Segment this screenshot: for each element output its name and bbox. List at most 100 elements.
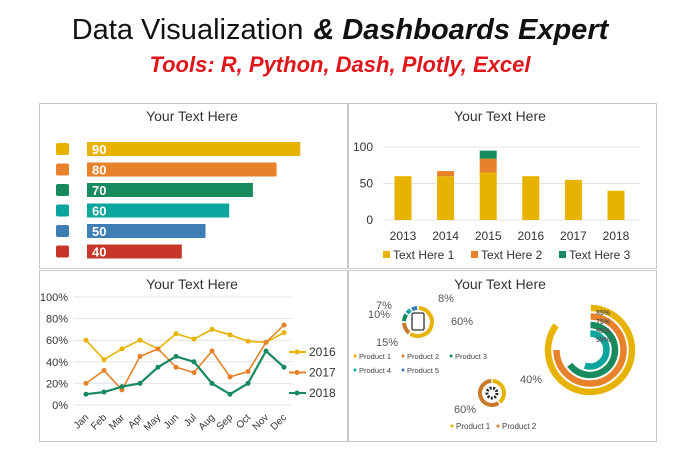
radial-label: 65%	[596, 328, 611, 335]
data-point	[101, 389, 107, 395]
chart-title: Your Text Here	[146, 276, 238, 292]
data-point	[83, 337, 89, 343]
data-point	[155, 346, 161, 352]
radial-label: 85%	[596, 310, 611, 317]
bar	[87, 162, 277, 177]
page-title: Data Visualization & Dashboards Expert	[0, 14, 680, 47]
subtitle: Tools: R, Python, Dash, Plotly, Excel	[149, 52, 531, 77]
donut-label: 15%	[376, 337, 398, 349]
family-icon	[56, 245, 69, 258]
data-point	[101, 357, 107, 363]
bar-label: 50	[92, 224, 106, 239]
legend-label: Product 2	[502, 422, 537, 431]
radial-ring	[544, 304, 636, 396]
bar	[87, 244, 182, 259]
x-tick-label: Nov	[251, 412, 271, 432]
legend-label: 2017	[309, 366, 336, 380]
panel-line-chart	[39, 270, 348, 442]
y-tick-label: 100%	[40, 292, 68, 304]
series-line	[85, 324, 285, 392]
y-tick-label: 40%	[46, 357, 68, 369]
bar-segment	[437, 171, 455, 177]
radial-ring	[583, 330, 610, 370]
data-point	[281, 364, 287, 370]
data-point	[245, 338, 251, 344]
legend-label: Text Here 1	[393, 248, 455, 262]
data-point	[263, 339, 269, 345]
legend-dot	[496, 424, 500, 428]
donut-label: 40%	[520, 374, 542, 386]
legend-marker	[294, 390, 300, 396]
x-tick-label: Apr	[126, 412, 145, 431]
radial-label: 75%	[596, 319, 611, 326]
data-point	[119, 346, 125, 352]
legend-marker	[294, 370, 300, 375]
donut-slice	[402, 322, 411, 335]
y-tick-label: 0	[366, 213, 373, 227]
legend-dot	[353, 354, 357, 358]
donut-slice	[411, 306, 418, 312]
bar-segment	[479, 158, 497, 173]
y-tick-label: 0%	[52, 400, 68, 412]
data-point	[245, 369, 251, 375]
legend-label: 2018	[309, 386, 336, 400]
clipboard-icon	[411, 312, 425, 331]
delivery-truck-icon	[56, 184, 69, 196]
data-point	[83, 391, 89, 397]
legend-swatch	[383, 251, 390, 258]
donut-label: 10%	[368, 309, 390, 321]
donut-slice	[405, 308, 412, 315]
donut-label: 60%	[454, 404, 476, 416]
x-tick-label: 2018	[603, 229, 630, 243]
chart-title: Your Text Here	[146, 108, 238, 124]
y-tick-label: 80%	[46, 314, 68, 326]
warehouse-icon	[56, 163, 69, 176]
bar	[87, 224, 206, 238]
bar	[87, 203, 230, 218]
bar	[87, 183, 253, 197]
legend-label: Product 1	[359, 352, 391, 361]
legend-dot	[353, 368, 357, 372]
legend-label: Text Here 2	[481, 248, 543, 262]
y-tick-label: 50	[360, 177, 374, 191]
x-tick-label: 2015	[475, 229, 502, 243]
bar-label: 60	[92, 204, 106, 219]
x-tick-label: 2014	[432, 229, 459, 243]
bar-segment	[437, 176, 455, 220]
x-tick-label: Jul	[182, 412, 199, 429]
bar	[87, 142, 301, 156]
legend-label: Text Here 3	[569, 248, 631, 262]
bar-segment	[564, 179, 582, 220]
legend-swatch	[471, 251, 478, 258]
data-point	[173, 331, 179, 337]
x-tick-label: 2013	[390, 229, 417, 243]
donut-label: 8%	[438, 293, 454, 305]
legend-label: 2016	[309, 345, 336, 359]
bar-label: 70	[92, 183, 106, 198]
data-point	[173, 364, 179, 370]
data-point	[101, 367, 107, 373]
legend-label: Product 5	[407, 366, 439, 375]
data-point	[191, 359, 197, 365]
data-point	[263, 348, 269, 354]
y-tick-label: 100	[353, 140, 373, 154]
y-tick-label: 60%	[46, 335, 68, 347]
data-point	[119, 384, 125, 390]
growth-people-icon	[56, 225, 69, 237]
bar-label: 90	[92, 142, 106, 157]
chart-title: Your Text Here	[454, 276, 546, 292]
data-point	[227, 374, 233, 380]
radial-ring	[567, 321, 619, 379]
data-point	[245, 380, 251, 386]
data-point	[155, 364, 161, 370]
bar-segment	[394, 176, 412, 220]
x-tick-label: Dec	[269, 412, 289, 432]
network-icon	[56, 204, 69, 217]
data-point	[191, 370, 197, 376]
data-point	[137, 380, 143, 386]
legend-dot	[449, 354, 453, 358]
bar-segment	[479, 150, 497, 159]
x-tick-label: 2017	[560, 229, 587, 243]
x-tick-label: May	[142, 412, 163, 433]
